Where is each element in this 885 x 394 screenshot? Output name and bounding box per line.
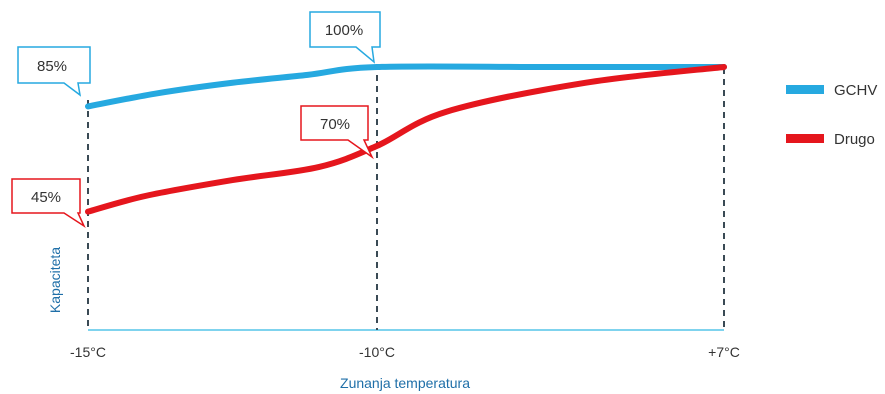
legend: GCHV Drugo [786, 82, 877, 148]
callout-label-100: 100% [325, 22, 363, 39]
y-axis-title: Kapaciteta [47, 247, 63, 313]
x-tick-label-minus15: -15°C [70, 344, 106, 360]
callout-label-45: 45% [31, 189, 61, 206]
callout-70: 70% [300, 105, 374, 160]
legend-swatch-gchv [786, 85, 824, 94]
legend-label-drugo: Drugo [834, 131, 875, 148]
callout-label-85: 85% [37, 58, 67, 75]
x-tick-label-minus10: -10°C [359, 344, 395, 360]
series-line-gchv [85, 63, 727, 110]
callout-100: 100% [309, 11, 381, 64]
legend-swatch-drugo [786, 134, 824, 143]
legend-label-gchv: GCHV [834, 82, 877, 99]
x-axis-title: Zunanja temperatura [340, 375, 470, 391]
callout-85: 85% [17, 46, 91, 97]
callout-label-70: 70% [320, 116, 350, 133]
callout-45: 45% [11, 178, 86, 229]
x-tick-label-plus7: +7°C [708, 344, 740, 360]
